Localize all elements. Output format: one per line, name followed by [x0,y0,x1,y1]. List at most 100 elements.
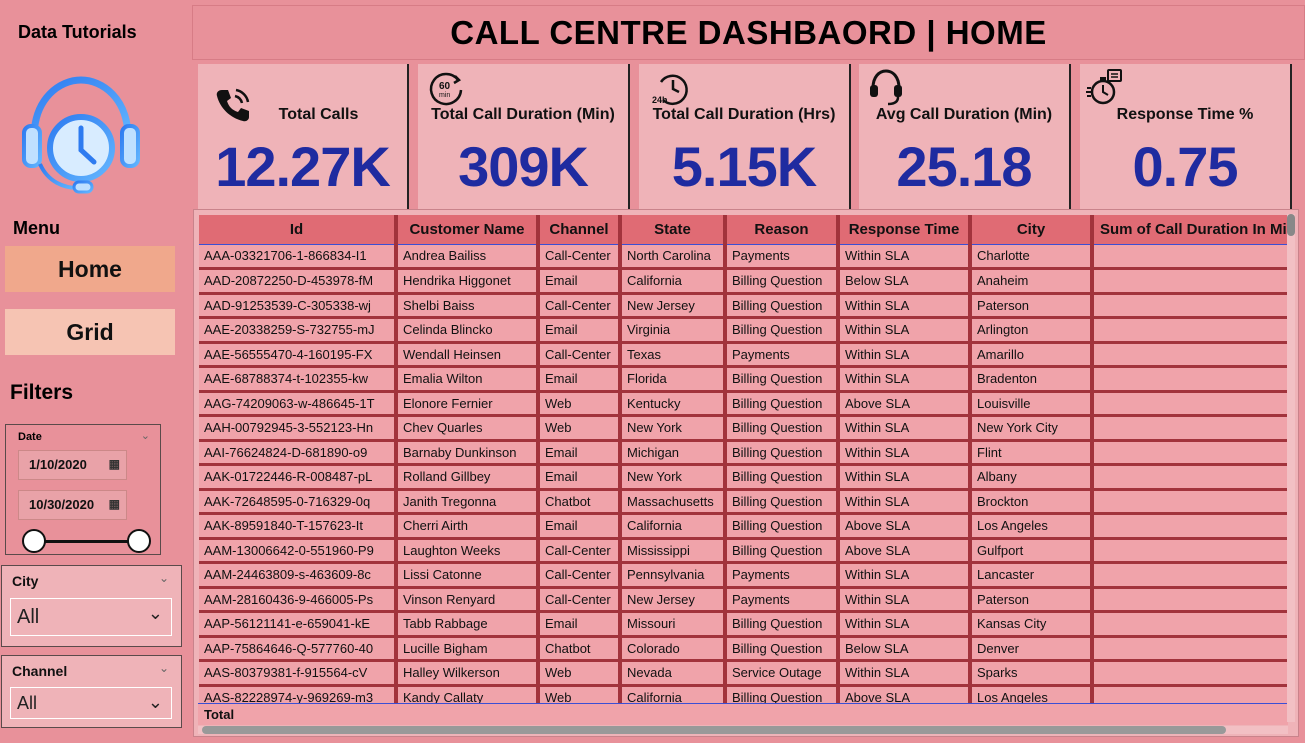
date-from-input[interactable]: 1/10/2020 ▦ [18,450,127,480]
column-header[interactable]: Channel [538,215,622,245]
table-cell: Within SLA [838,415,972,442]
date-range-end-handle[interactable] [127,529,151,553]
table-cell: New Jersey [620,587,727,613]
table-row[interactable]: AAI-76624824-D-681890-o9 Barnaby Dunkinso… [199,440,1291,466]
column-header[interactable]: City [970,215,1094,245]
table-cell: Chatbot [538,489,622,515]
column-header[interactable]: Sum of Call Duration In Minutes [1092,215,1291,245]
table-cell: Colorado [620,636,727,662]
table-cell: AAE-56555470-4-160195-FX [199,342,398,368]
table-cell: Emalia Wilton [396,366,540,393]
table-cell [1092,317,1291,344]
table-cell: Shelbi Baiss [396,293,540,319]
table-cell: Above SLA [838,391,972,417]
table-cell: AAE-68788374-t-102355-kw [199,366,398,393]
table-total-row: Total [198,703,1288,725]
table-cell: New York [620,415,727,442]
table-row[interactable]: AAE-20338259-S-732755-mJ Celinda Blincko E… [199,317,1291,344]
chevron-down-icon[interactable]: ⌄ [140,430,150,442]
table-row[interactable]: AAK-01722446-R-008487-pL Rolland Gillbey E… [199,464,1291,491]
table-row[interactable]: AAE-56555470-4-160195-FX Wendall Heinsen C… [199,342,1291,368]
kpi-card-response-time[interactable]: Response Time % 0.75 [1080,64,1292,209]
column-header[interactable]: State [620,215,727,245]
table-cell: Call-Center [538,587,622,613]
table-cell: Call-Center [538,562,622,589]
table-cell: Within SLA [838,489,972,515]
table-cell: Paterson [970,587,1094,613]
table-cell: Above SLA [838,513,972,540]
table-row[interactable]: AAM-24463809-s-463609-8c Lissi Catonne Cal… [199,562,1291,589]
dropdown-caret-icon: ⌄ [147,692,163,712]
table-row[interactable]: AAK-72648595-0-716329-0q Janith Tregonna C… [199,489,1291,515]
calendar-icon[interactable]: ▦ [108,457,120,471]
table-row[interactable]: AAS-80379381-f-915564-cV Halley Wilkerson… [199,660,1291,687]
chevron-down-icon[interactable]: ⌄ [158,661,169,675]
table-cell: Texas [620,342,727,368]
table-cell: AAM-13006642-0-551960-P9 [199,538,398,564]
table-cell: Bradenton [970,366,1094,393]
table-cell: Chatbot [538,636,622,662]
kpi-card-total-call-duration-min[interactable]: 60 min Total Call Duration (Min) 309K [418,64,630,209]
table-cell: Below SLA [838,268,972,295]
table-cell: AAK-89591840-T-157623-It [199,513,398,540]
table-row[interactable]: AAD-91253539-C-305338-wj Shelbi Baiss Call… [199,293,1291,319]
channel-slicer-title: Channel [12,663,68,679]
table-row[interactable]: AAD-20872250-D-453978-fM Hendrika Higgone… [199,268,1291,295]
table-row[interactable]: AAM-28160436-9-466005-Ps Vinson Renyard Ca… [199,587,1291,613]
table-cell: AAS-80379381-f-915564-cV [199,660,398,687]
table-cell: AAK-72648595-0-716329-0q [199,489,398,515]
table-cell: AAG-74209063-w-486645-1T [199,391,398,417]
table-cell: Within SLA [838,366,972,393]
calendar-icon[interactable]: ▦ [108,497,120,511]
kpi-card-avg-call-duration[interactable]: Avg Call Duration (Min) 25.18 [859,64,1071,209]
table-cell: Billing Question [725,317,840,344]
table-cell: Above SLA [838,538,972,564]
table-cell: New York City [970,415,1094,442]
table-cell [1092,538,1291,564]
table-row[interactable]: AAP-56121141-e-659041-kE Tabb Rabbage Emai… [199,611,1291,638]
kpi-card-total-calls[interactable]: Total Calls 12.27K [198,64,409,209]
column-header[interactable]: Response Time [838,215,972,245]
table-row[interactable]: AAA-03321706-1-866834-I1 Andrea Bailiss Ca… [199,244,1291,270]
table-cell: Missouri [620,611,727,638]
headset-clock-logo-icon [22,76,140,194]
horizontal-scroll-thumb[interactable] [202,726,1226,734]
table-cell: Mississippi [620,538,727,564]
date-range-start-handle[interactable] [22,529,46,553]
date-to-value: 10/30/2020 [29,497,95,512]
headset-icon [870,69,902,106]
table-cell: Within SLA [838,440,972,466]
kpi-card-total-call-duration-hrs[interactable]: 24h Total Call Duration (Hrs) 5.15K [639,64,851,209]
table-cell: North Carolina [620,244,727,270]
channel-dropdown[interactable]: All ⌄ [10,687,172,719]
vertical-scrollbar[interactable] [1287,214,1295,722]
chevron-down-icon[interactable]: ⌄ [158,571,169,585]
nav-home-button[interactable]: Home [5,246,175,292]
kpi-strip: Total Calls 12.27K 60 min Total Call Dur… [193,64,1305,209]
table-row[interactable]: AAH-00792945-3-552123-Hn Chev Quarles Web N… [199,415,1291,442]
table-cell: Rolland Gillbey [396,464,540,491]
city-dropdown[interactable]: All ⌄ [10,598,172,636]
table-cell: Cherri Airth [396,513,540,540]
table-cell: Within SLA [838,464,972,491]
column-header[interactable]: Reason [725,215,840,245]
date-to-input[interactable]: 10/30/2020 ▦ [18,490,127,520]
column-header[interactable]: Customer Name [396,215,540,245]
svg-text:24h: 24h [652,95,668,105]
table-cell: Call-Center [538,293,622,319]
table-cell [1092,366,1291,393]
vertical-scroll-thumb[interactable] [1287,214,1295,236]
table-cell: Vinson Renyard [396,587,540,613]
dropdown-caret-icon: ⌄ [147,603,163,623]
table-row[interactable]: AAM-13006642-0-551960-P9 Laughton Weeks Ca… [199,538,1291,564]
table-row[interactable]: AAK-89591840-T-157623-It Cherri Airth Emai… [199,513,1291,540]
table-cell: Billing Question [725,611,840,638]
table-row[interactable]: AAP-75864646-Q-577760-40 Lucille Bigham Ch… [199,636,1291,662]
call-table: Id Customer Name Channel State Reason Respons… [199,215,1291,711]
nav-grid-button[interactable]: Grid [5,309,175,355]
table-row[interactable]: AAG-74209063-w-486645-1T Elonore Fernier W… [199,391,1291,417]
table-cell: AAK-01722446-R-008487-pL [199,464,398,491]
table-row[interactable]: AAE-68788374-t-102355-kw Emalia Wilton Ema… [199,366,1291,393]
column-header[interactable]: Id [199,215,398,245]
table-cell: Nevada [620,660,727,687]
